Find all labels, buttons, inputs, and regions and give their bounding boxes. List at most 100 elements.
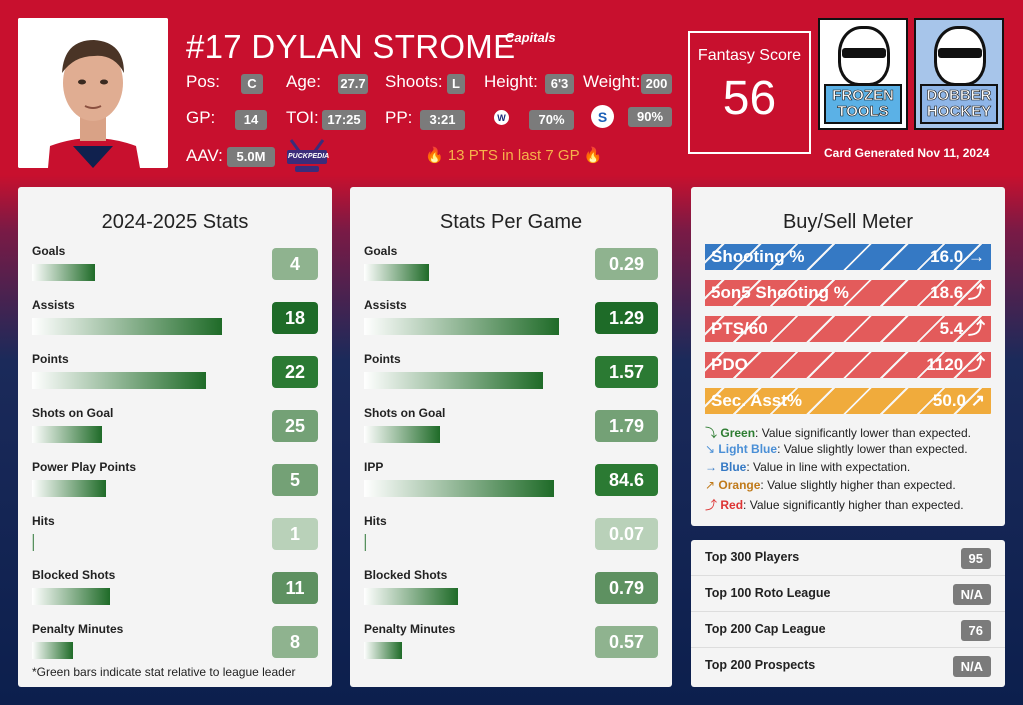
meter-value: 5.4 ⤴ [939,319,985,338]
stat-bar [364,588,459,605]
trend-arrow-icon: → [968,247,985,266]
ranking-badge: 95 [960,548,991,569]
fantasy-score-value: 56 [722,72,777,125]
weight-label: Weight: [583,72,641,91]
stat-value: 5 [272,464,318,496]
stat-label: Hits [364,514,387,528]
meter-value: 16.0 → [930,247,985,266]
weight-value: 200 [641,74,672,94]
stat-row: Penalty Minutes 8 [32,622,318,670]
stat-label: Blocked Shots [32,568,116,582]
w-logo-icon: W [494,110,509,125]
stat-value: 84.6 [595,464,658,496]
legend-text: : Value slightly lower than expected. [777,442,968,456]
stat-value: 0.07 [595,518,658,550]
card-generated-date: Card Generated Nov 11, 2024 [824,146,990,160]
legend-arrow-icon: ↘ [705,442,716,456]
ranking-badge: N/A [952,584,991,605]
puckpedia-text: PUCKPEDIA [288,153,330,160]
stat-label: Goals [32,244,66,258]
legend-item: ↘ Light Blue: Value slightly lower than … [705,442,968,456]
stat-value: 1.79 [595,410,658,442]
height-value: 6'3 [545,74,574,94]
trend-arrow-icon: ⤴ [968,355,985,374]
legend-arrow-icon: ⤴ [705,498,718,512]
stat-bar [32,588,111,605]
stat-row: Penalty Minutes 0.57 [364,622,658,670]
stat-label: Penalty Minutes [32,622,124,636]
meter-bar: PDO 1120 ⤴ [705,352,991,378]
stat-row: Blocked Shots 0.79 [364,568,658,616]
legend-color-name: Blue [720,460,747,474]
shoots-value: L [447,74,465,94]
aav-value: 5.0M [227,147,275,167]
stat-bar [364,642,403,659]
pos-value: C [241,74,263,94]
ranking-label: Top 200 Prospects [705,658,816,672]
pos-label: Pos: [186,72,221,91]
stat-bar [32,318,222,335]
ranking-badge: 76 [960,620,991,641]
stat-value: 0.57 [595,626,658,658]
ranking-badge: N/A [952,656,991,677]
season-stats-panel: 2024-2025 Stats Goals 4 Assists 18 Points 22 S… [18,187,332,687]
stat-label: Penalty Minutes [364,622,456,636]
gp-label: GP: [186,108,216,127]
trend-arrow-icon: ⤴ [968,319,985,338]
ranking-label: Top 200 Cap League [705,622,826,636]
dobber-hockey-logo[interactable]: DOBBER HOCKEY [914,18,1004,130]
per-game-title: Stats Per Game [439,211,583,233]
stat-bar [32,534,35,551]
stat-value: 0.79 [595,572,658,604]
stat-row: Assists 18 [32,298,318,346]
stat-bar [32,642,74,659]
stat-label: Blocked Shots [364,568,448,582]
per-game-panel: Stats Per Game Goals 0.29 Assists 1.29 Point… [350,187,672,687]
stat-label: Goals [364,244,398,258]
legend-color-name: Orange [718,478,761,492]
stat-label: Shots on Goal [364,406,446,420]
buy-sell-meter-title: Buy/Sell Meter [782,211,914,233]
dobber-hockey-text: DOBBER HOCKEY [920,84,998,124]
legend-item: ↗ Orange: Value slightly higher than exp… [705,478,956,492]
legend-text: : Value significantly lower than expecte… [755,426,971,440]
stat-row: Points 1.57 [364,352,658,400]
stat-value: 18 [272,302,318,334]
stat-bar [32,426,102,443]
legend-text: : Value in line with expectation. [746,460,911,474]
shoots-label: Shoots: [385,72,443,91]
stat-row: Assists 1.29 [364,298,658,346]
legend-color-name: Red [720,498,744,512]
age-label: Age: [286,72,321,91]
stat-row: Power Play Points 5 [32,460,318,508]
stat-bar [32,264,96,281]
s-logo-icon: S [591,105,614,128]
stat-label: Points [32,352,69,366]
stat-label: Assists [32,298,75,312]
ranking-row: Top 200 Prospects N/A [691,648,1005,684]
legend-text: : Value slightly higher than expected. [760,478,956,492]
legend-arrow-icon: ⤵ [705,426,718,440]
frozen-tools-logo[interactable]: FROZEN TOOLS [818,18,908,130]
aav-label: AAV: [186,146,223,165]
stat-label: Points [364,352,401,366]
legend-color-name: Light Blue [718,442,778,456]
meter-label: Shooting % [711,247,805,266]
stat-value: 8 [272,626,318,658]
stat-bar [364,318,559,335]
trend-arrow-icon: ↗ [970,391,985,410]
stat-bar [364,426,441,443]
ranking-label: Top 300 Players [705,550,800,564]
stat-bar [32,372,207,389]
ranking-label: Top 100 Roto League [705,586,831,600]
player-name-title: #17 DYLAN STROME [186,28,516,65]
stat-row: Shots on Goal 1.79 [364,406,658,454]
meter-bar: Shooting % 16.0 → [705,244,991,270]
stat-bar [364,534,367,551]
fantasy-score-box: Fantasy Score 56 [688,31,811,154]
stat-row: Shots on Goal 25 [32,406,318,454]
hot-streak-text: 🔥 13 PTS in last 7 GP 🔥 [425,147,603,164]
fantasy-score-label: Fantasy Score [697,47,802,64]
stat-value: 11 [272,572,318,604]
legend-item: ⤴ Red: Value significantly higher than e… [705,496,964,513]
